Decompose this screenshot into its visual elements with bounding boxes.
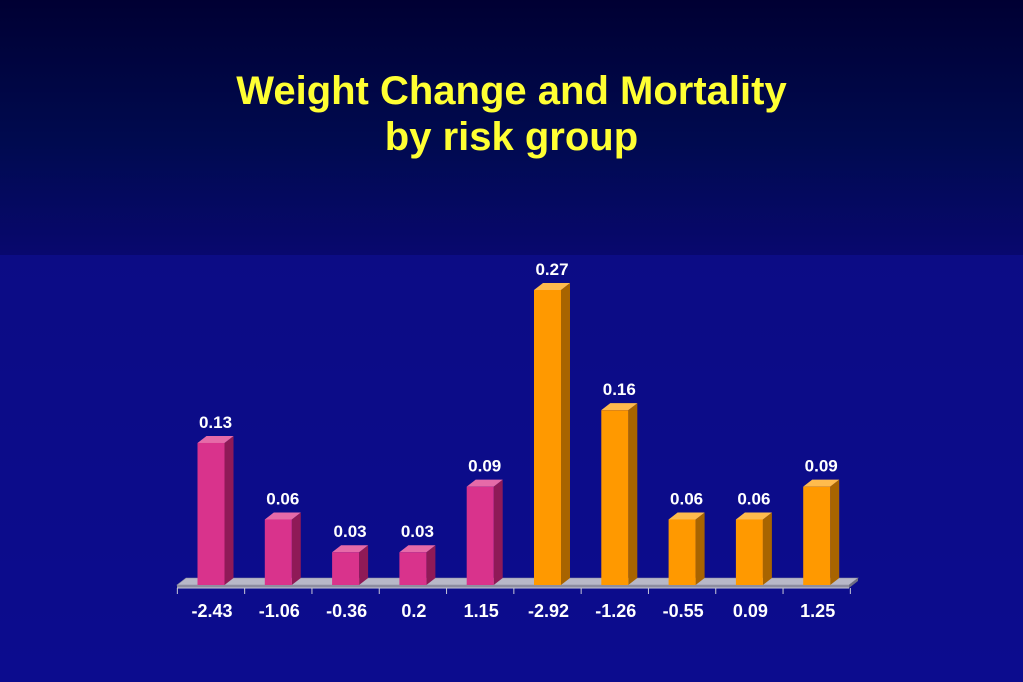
x-tick-label: -2.92 (528, 601, 569, 621)
bar-front (332, 552, 360, 585)
bar-side (359, 545, 369, 585)
bar-side (561, 283, 570, 585)
x-tick-label: 0.09 (733, 601, 768, 621)
bar-front (668, 519, 696, 585)
value-label: 0.06 (737, 489, 770, 508)
chart-title-line-2: by risk group (384, 115, 639, 159)
x-tick-label: -1.26 (595, 601, 636, 621)
bar-side (830, 479, 840, 585)
bar-front (534, 290, 561, 585)
bar (264, 512, 301, 585)
bar-top (534, 283, 570, 290)
x-tick-label: -0.36 (326, 601, 367, 621)
bar (735, 512, 772, 585)
bar-side (762, 512, 772, 585)
chart-value-labels: 0.13 0.06 0.03 0.03 0.09 0.27 0.16 0.06 0.06 0.09 (199, 260, 838, 541)
x-tick-label: 0.2 (401, 601, 426, 621)
value-label: 0.09 (468, 457, 501, 476)
bar-side (695, 512, 705, 585)
value-label: 0.06 (670, 489, 703, 508)
x-tick-label: 1.15 (464, 601, 499, 621)
bar-front (601, 410, 629, 585)
slide-background-top (0, 0, 1023, 255)
bar (466, 479, 503, 585)
bar-top (668, 512, 705, 520)
bar-top (399, 545, 436, 553)
bar-side (224, 435, 234, 585)
value-label: 0.03 (334, 522, 367, 541)
value-label: 0.09 (805, 457, 838, 476)
bar-front (466, 486, 494, 585)
bar-side (493, 479, 503, 585)
bar-top (601, 403, 638, 411)
value-label: 0.13 (199, 413, 232, 432)
bar (668, 512, 705, 585)
bar (399, 545, 436, 585)
bar (332, 545, 369, 585)
bar-top (332, 545, 369, 553)
bar-top (197, 435, 234, 443)
bar-front (197, 442, 225, 585)
x-tick-label: 1.25 (800, 601, 835, 621)
x-tick-label: -2.43 (191, 601, 232, 621)
bar-side (426, 545, 436, 585)
bar-front (735, 519, 763, 585)
bar-front (264, 519, 292, 585)
chart-x-axis: -2.43 -1.06 -0.36 0.2 1.15 -2.92 -1.26 -0.55 0.0… (176, 587, 851, 621)
value-label: 0.03 (401, 522, 434, 541)
value-label: 0.16 (603, 380, 636, 399)
bar (601, 403, 638, 585)
chart-title: Weight Change and Mortality by risk grou… (0, 68, 1023, 160)
chart-bars (197, 283, 840, 585)
bar (197, 435, 234, 585)
value-label: 0.27 (535, 260, 568, 279)
x-tick-label: -0.55 (663, 601, 704, 621)
bar-top (803, 479, 840, 487)
bar-front (399, 552, 427, 585)
bar-top (466, 479, 503, 487)
bar-top (735, 512, 772, 520)
bar-side (628, 403, 638, 585)
bar-side (291, 512, 301, 585)
x-tick-label: -1.06 (259, 601, 300, 621)
bar-top (264, 512, 301, 520)
bar-front (803, 486, 831, 585)
value-label: 0.06 (266, 489, 299, 508)
floor-side (849, 578, 858, 588)
chart-title-line-1: Weight Change and Mortality (236, 69, 787, 113)
bar (534, 283, 570, 585)
floor-front (177, 585, 849, 588)
slide-background-bottom (0, 255, 1023, 682)
bar (803, 479, 840, 585)
